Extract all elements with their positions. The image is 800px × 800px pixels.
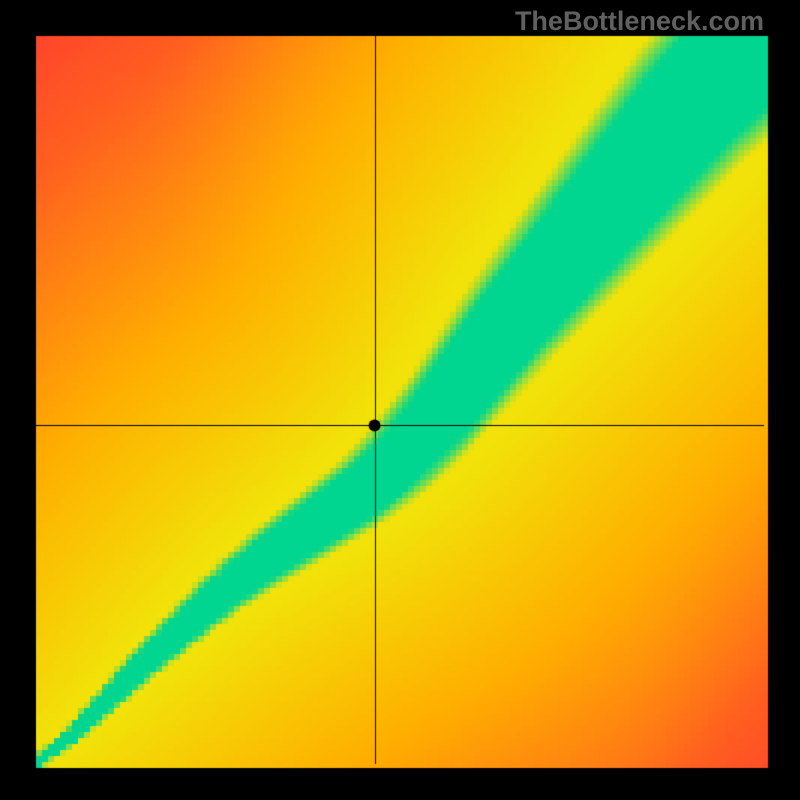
bottleneck-heatmap — [0, 0, 800, 800]
chart-container: TheBottleneck.com — [0, 0, 800, 800]
watermark-text: TheBottleneck.com — [515, 6, 764, 37]
